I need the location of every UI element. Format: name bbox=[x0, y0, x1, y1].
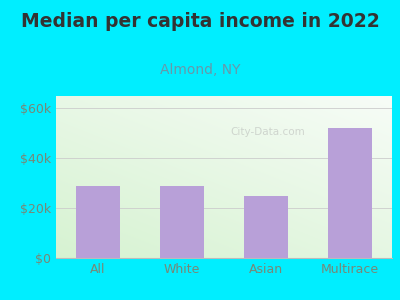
Bar bbox=[328, 128, 372, 258]
Bar bbox=[76, 186, 120, 258]
Bar bbox=[160, 186, 204, 258]
Text: City-Data.com: City-Data.com bbox=[230, 127, 305, 136]
Text: Median per capita income in 2022: Median per capita income in 2022 bbox=[21, 12, 379, 31]
Bar bbox=[244, 196, 288, 258]
Text: Almond, NY: Almond, NY bbox=[160, 63, 240, 77]
